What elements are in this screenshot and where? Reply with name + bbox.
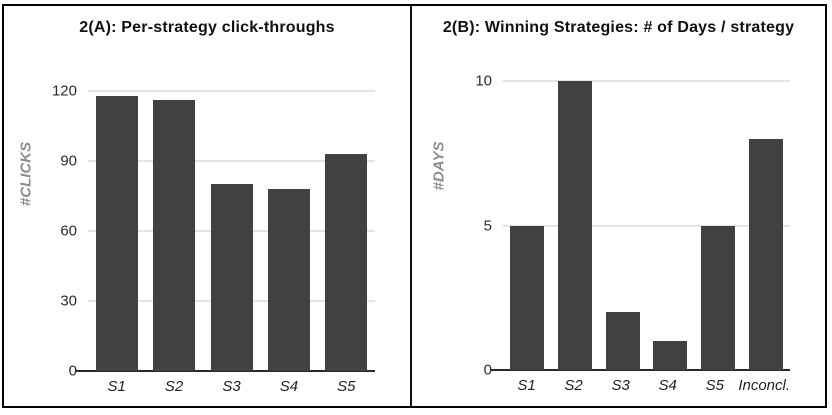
- x-category-label: S3: [222, 378, 241, 395]
- x-category-label: S2: [164, 378, 184, 395]
- gridline: [503, 80, 790, 82]
- bar-s4: [267, 189, 310, 371]
- bar-s5: [325, 154, 368, 371]
- chart-b-plot-area: 0 5 10 S1 S2 S3 S4 S5 Inconcl.: [475, 74, 790, 394]
- x-axis-labels: S1 S2 S3 S4 S5: [88, 379, 375, 394]
- x-category-label: S4: [658, 377, 677, 394]
- chart-b-y-axis-label: #DAYS: [430, 141, 448, 191]
- x-category-label: S2: [564, 377, 583, 394]
- figure-container: 2(A): Per-strategy click-throughs #CLICK…: [2, 4, 827, 408]
- y-tick-label: 90: [60, 152, 77, 170]
- x-axis-labels: S1 S2 S3 S4 S5 Inconcl.: [503, 378, 790, 393]
- bar-s3: [210, 184, 253, 371]
- x-category-label: S1: [517, 377, 536, 394]
- bar-inconcl: [749, 138, 784, 370]
- x-category-label: S5: [705, 377, 724, 394]
- y-tick-label: 60: [60, 222, 77, 240]
- bar-s1: [95, 95, 138, 371]
- y-tick-label: 0: [483, 361, 492, 379]
- bar-s5: [701, 225, 736, 370]
- x-category-label: S1: [107, 378, 126, 395]
- chart-a-y-axis-label: #CLICKS: [17, 141, 35, 207]
- x-category-label: S4: [279, 378, 299, 395]
- bar-s1: [509, 225, 544, 370]
- y-tick-label: 10: [475, 72, 492, 90]
- x-axis-line: [75, 370, 375, 372]
- chart-a-title: 2(A): Per-strategy click-throughs: [79, 19, 335, 36]
- bar-s4: [653, 341, 688, 370]
- y-tick-label: 0: [68, 362, 77, 380]
- bars-group: [503, 81, 790, 370]
- gridline: [503, 225, 790, 226]
- y-tick-label: 5: [483, 217, 492, 234]
- bars-group: [88, 91, 375, 371]
- gridline: [88, 90, 375, 92]
- x-category-label: S5: [337, 378, 356, 395]
- chart-panel-a: 2(A): Per-strategy click-throughs #CLICK…: [4, 6, 410, 406]
- x-axis-line: [490, 369, 790, 371]
- chart-b-title: 2(B): Winning Strategies: # of Days / st…: [442, 19, 795, 36]
- chart-a-plot-area: 0 30 60 90 120 S1 S2 S3 S4 S5: [52, 84, 375, 394]
- bar-s2: [153, 100, 196, 371]
- x-category-label: Inconcl.: [738, 377, 791, 394]
- y-tick-label: 30: [60, 292, 77, 310]
- gridline: [88, 160, 375, 162]
- chart-panel-b: 2(B): Winning Strategies: # of Days / st…: [412, 6, 825, 406]
- bar-s3: [605, 312, 640, 370]
- panel-divider: [410, 6, 412, 406]
- x-category-label: S3: [611, 377, 630, 394]
- y-tick-label: 120: [51, 82, 77, 100]
- bar-s2: [557, 81, 592, 370]
